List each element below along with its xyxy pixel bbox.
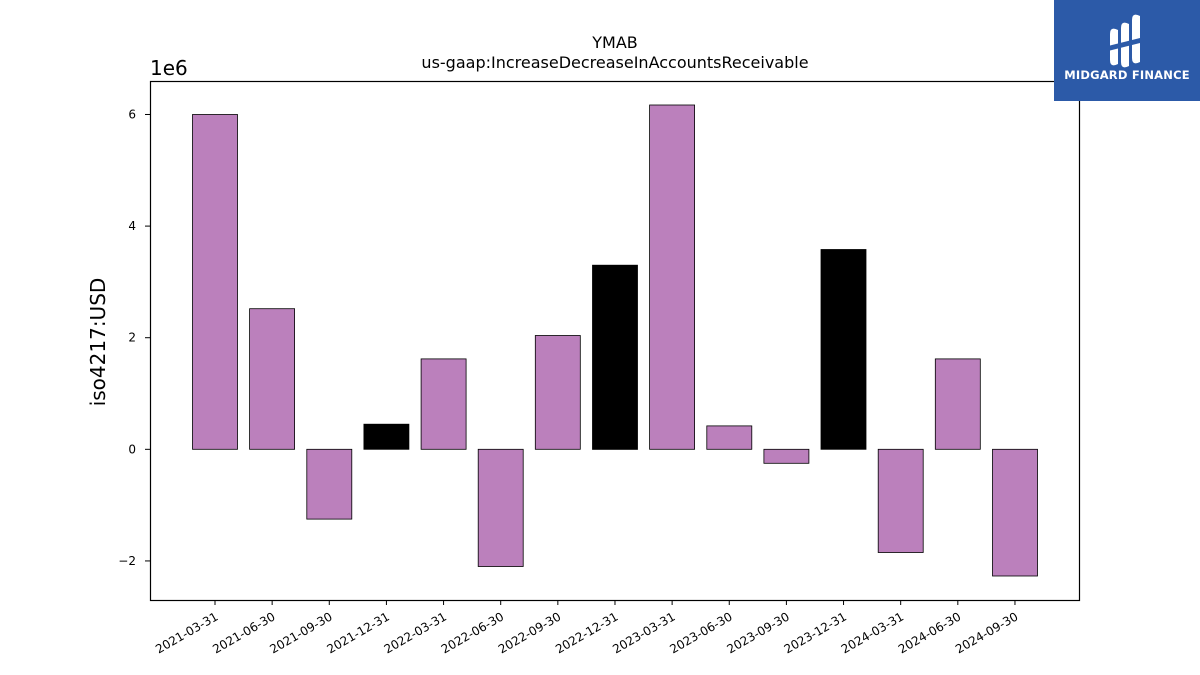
bar-2023-09-30 (763, 448, 810, 464)
y-tick-label: 0 (128, 442, 136, 456)
y-axis-label: iso4217:USD (86, 278, 110, 407)
midgard-logo-icon (1108, 14, 1148, 68)
x-tick-label: 2024-09-30 (953, 609, 1020, 656)
bar-2021-03-31 (192, 114, 238, 450)
x-tick-label: 2024-03-31 (839, 609, 906, 656)
bar-2021-12-31 (363, 423, 410, 450)
bar-2022-03-31 (420, 358, 467, 450)
bar-2024-03-31 (877, 448, 924, 553)
x-tick-label: 2021-09-30 (267, 609, 334, 656)
x-tick-label: 2022-09-30 (496, 609, 563, 656)
bar-2023-12-31 (820, 249, 867, 450)
x-tick-label: 2021-06-30 (210, 609, 277, 656)
x-tick-label: 2023-09-30 (724, 609, 791, 656)
x-tick-label: 2023-03-31 (610, 609, 677, 656)
bar-2023-06-30 (706, 425, 753, 450)
bar-2024-09-30 (992, 448, 1038, 577)
bar-2024-06-30 (934, 358, 981, 450)
y-multiplier-label: 1e6 (150, 56, 188, 80)
x-tick-label: 2021-12-31 (325, 609, 392, 656)
brand-logo: MIDGARD FINANCE (1054, 0, 1200, 101)
y-tick-label: 4 (128, 219, 136, 233)
x-tick-label: 2023-12-31 (782, 609, 849, 656)
bar-2022-06-30 (477, 448, 524, 567)
bar-2022-09-30 (534, 335, 581, 450)
bar-2021-06-30 (249, 308, 296, 450)
y-tick-label: 2 (128, 331, 136, 345)
x-tick-label: 2023-06-30 (667, 609, 734, 656)
bar-2023-03-31 (649, 104, 695, 450)
plot-frame (149, 80, 1081, 602)
x-tick-label: 2022-06-30 (439, 609, 506, 656)
x-tick-label: 2022-03-31 (382, 609, 449, 656)
bar-2021-09-30 (306, 448, 353, 520)
logo-text: MIDGARD FINANCE (1064, 68, 1190, 82)
x-tick-label: 2024-06-30 (896, 609, 963, 656)
x-tick-label: 2021-03-31 (153, 609, 220, 656)
y-tick-label: −2 (118, 554, 136, 568)
chart-title: YMAB (591, 33, 638, 52)
chart-subtitle: us-gaap:IncreaseDecreaseInAccountsReceiv… (421, 53, 808, 72)
bar-2022-12-31 (592, 264, 638, 450)
y-tick-label: 6 (128, 107, 136, 121)
x-tick-label: 2022-12-31 (553, 609, 620, 656)
